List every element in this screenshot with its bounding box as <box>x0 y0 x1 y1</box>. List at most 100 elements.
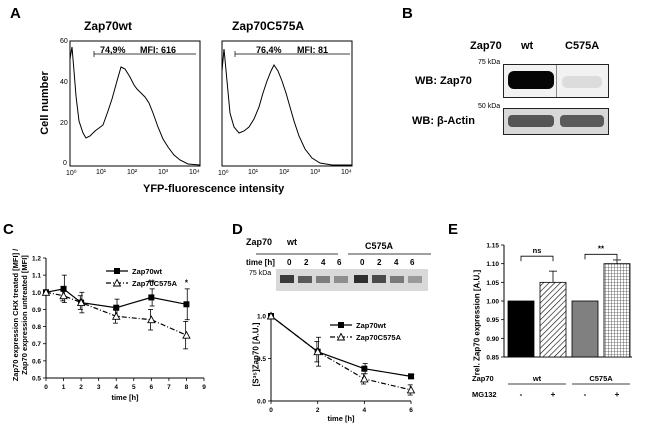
mg132-label: MG132 <box>472 390 497 399</box>
data-point-triangle <box>313 347 322 356</box>
y-tick-label: 20 <box>60 120 68 127</box>
western-blot-actin <box>503 108 609 135</box>
histogram-curve-mutant <box>221 48 352 166</box>
x-tick-label: 2 <box>79 384 83 391</box>
data-point-triangle <box>406 385 416 394</box>
y-tick-label: 1.00 <box>486 299 499 306</box>
zap70-label: Zap70 <box>246 237 273 247</box>
legend-label-0: Zap70wt <box>132 267 163 276</box>
x-tick-label: 4 <box>363 407 367 414</box>
lane-divider <box>556 65 557 97</box>
western-blot-zap70 <box>503 64 609 98</box>
bar-2 <box>571 300 599 358</box>
x-tick-label: 7 <box>167 384 171 391</box>
data-point-triangle <box>360 374 369 383</box>
x-tick-label: 10³ <box>310 169 321 176</box>
x-tick-label: 2 <box>316 407 320 414</box>
time-4-c575a: 4 <box>394 258 399 267</box>
marker-75kda: 75 kDa <box>478 59 501 66</box>
histogram-title-wt: Zap70wt <box>84 19 133 33</box>
x-tick-label: 6 <box>150 384 154 391</box>
y-tick-label: 40 <box>60 79 68 86</box>
gate-percent-mutant: 76,4% <box>256 45 282 55</box>
treatment-sign: - <box>584 390 587 399</box>
x-tick-label: 10⁰ <box>66 170 77 177</box>
x-tick-label: 0 <box>269 407 273 414</box>
y-tick-label: 0.95 <box>486 317 499 324</box>
x-tick-label: 0 <box>44 384 48 391</box>
wb-zap70-label: WB: Zap70 <box>415 75 472 87</box>
y-tick-label: 0.8 <box>32 324 41 331</box>
gate-percent-wt: 74,9% <box>100 45 126 55</box>
y-tick-label: 0.0 <box>257 399 266 406</box>
y-tick-label: 60 <box>60 38 68 45</box>
group-wt-label: wt <box>287 237 297 247</box>
band-actin-c575a <box>560 115 604 127</box>
panel-letter-a: A <box>10 5 21 22</box>
time-label: time [h] <box>246 258 275 267</box>
time-2-c575a: 2 <box>377 258 382 267</box>
group-label-wt: wt <box>532 374 542 383</box>
panel-letter-e: E <box>448 221 459 238</box>
data-point-square <box>183 301 190 308</box>
time-0-c575a: 0 <box>360 258 365 267</box>
gate-mfi-mutant: MFI: 81 <box>297 45 329 55</box>
histogram-title-mutant: Zap70C575A <box>232 19 305 33</box>
y-tick-label: 1.1 <box>32 273 41 280</box>
y-tick-label: 0.85 <box>486 355 499 362</box>
band <box>390 276 404 283</box>
x-axis-label: time [h] <box>111 393 139 402</box>
y-tick-label: 0.5 <box>257 356 266 363</box>
legend-marker-triangle <box>336 332 346 341</box>
data-point-triangle <box>111 311 121 320</box>
y-tick-label: 1.10 <box>486 261 499 268</box>
y-tick-label: 1.0 <box>32 290 41 297</box>
y-tick-label: 0.90 <box>486 336 499 343</box>
x-tick-label: 10² <box>279 169 290 176</box>
y-axis-label-line1: Zap70 expression CHX treated [MFI] / <box>11 248 20 382</box>
x-tick-label: 5 <box>132 384 136 391</box>
data-point-triangle <box>59 291 68 300</box>
series-line-0 <box>270 315 412 377</box>
panel-letter-c: C <box>3 221 14 238</box>
band-wt <box>508 71 554 89</box>
line-chart-c: 0.5 0.6 0.7 0.8 0.9 1.0 1.1 1.2 0 1 2 3 4 5 6 7 8 9 time [… <box>32 256 206 403</box>
time-0-wt: 0 <box>287 258 292 267</box>
band <box>280 275 294 283</box>
x-tick-label: 10⁰ <box>218 170 229 177</box>
line-chart-d: 0.0 0.5 1.0 0 2 4 6 time [h] Zap70wt Zap70C575A <box>257 311 416 423</box>
panel-letter-b: B <box>402 5 413 22</box>
y-tick-label: 1.0 <box>257 314 266 321</box>
x-tick-label: 10³ <box>158 169 169 176</box>
legend-marker-square <box>338 322 344 328</box>
zap70-label: Zap70 <box>472 374 494 383</box>
panel-letter-d: D <box>232 221 243 238</box>
time-4-wt: 4 <box>321 258 326 267</box>
data-point-square <box>113 304 120 311</box>
gate-mfi-wt: MFI: 616 <box>140 45 177 55</box>
significance-ns: ns <box>533 246 542 255</box>
data-point-triangle <box>147 315 156 324</box>
legend-label-0: Zap70wt <box>356 321 387 330</box>
x-axis-label: time [h] <box>327 414 355 423</box>
significance-marker: * <box>185 278 189 287</box>
data-point-triangle <box>182 330 191 339</box>
legend-label-1: Zap70C575A <box>132 279 178 288</box>
marker-75kda: 75 kDa <box>249 270 272 277</box>
autoradiograph <box>276 269 428 291</box>
x-tick-label: 4 <box>114 384 118 391</box>
treatment-sign: - <box>520 390 523 399</box>
y-axis-label: Cell number <box>39 71 51 135</box>
marker-50kda: 50 kDa <box>478 103 501 110</box>
blot-lane-c575a: C575A <box>565 40 600 52</box>
histogram-wt <box>69 40 201 167</box>
time-6-c575a: 6 <box>410 258 415 267</box>
band <box>354 275 368 283</box>
x-tick-label: 10¹ <box>248 169 259 176</box>
x-tick-label: 6 <box>409 407 413 414</box>
legend-marker-triangle <box>112 278 122 287</box>
x-axis-label: YFP-fluorescence intensity <box>143 183 285 195</box>
x-tick-label: 10² <box>127 169 138 176</box>
bar-0 <box>507 300 535 358</box>
data-point-square <box>408 373 414 380</box>
